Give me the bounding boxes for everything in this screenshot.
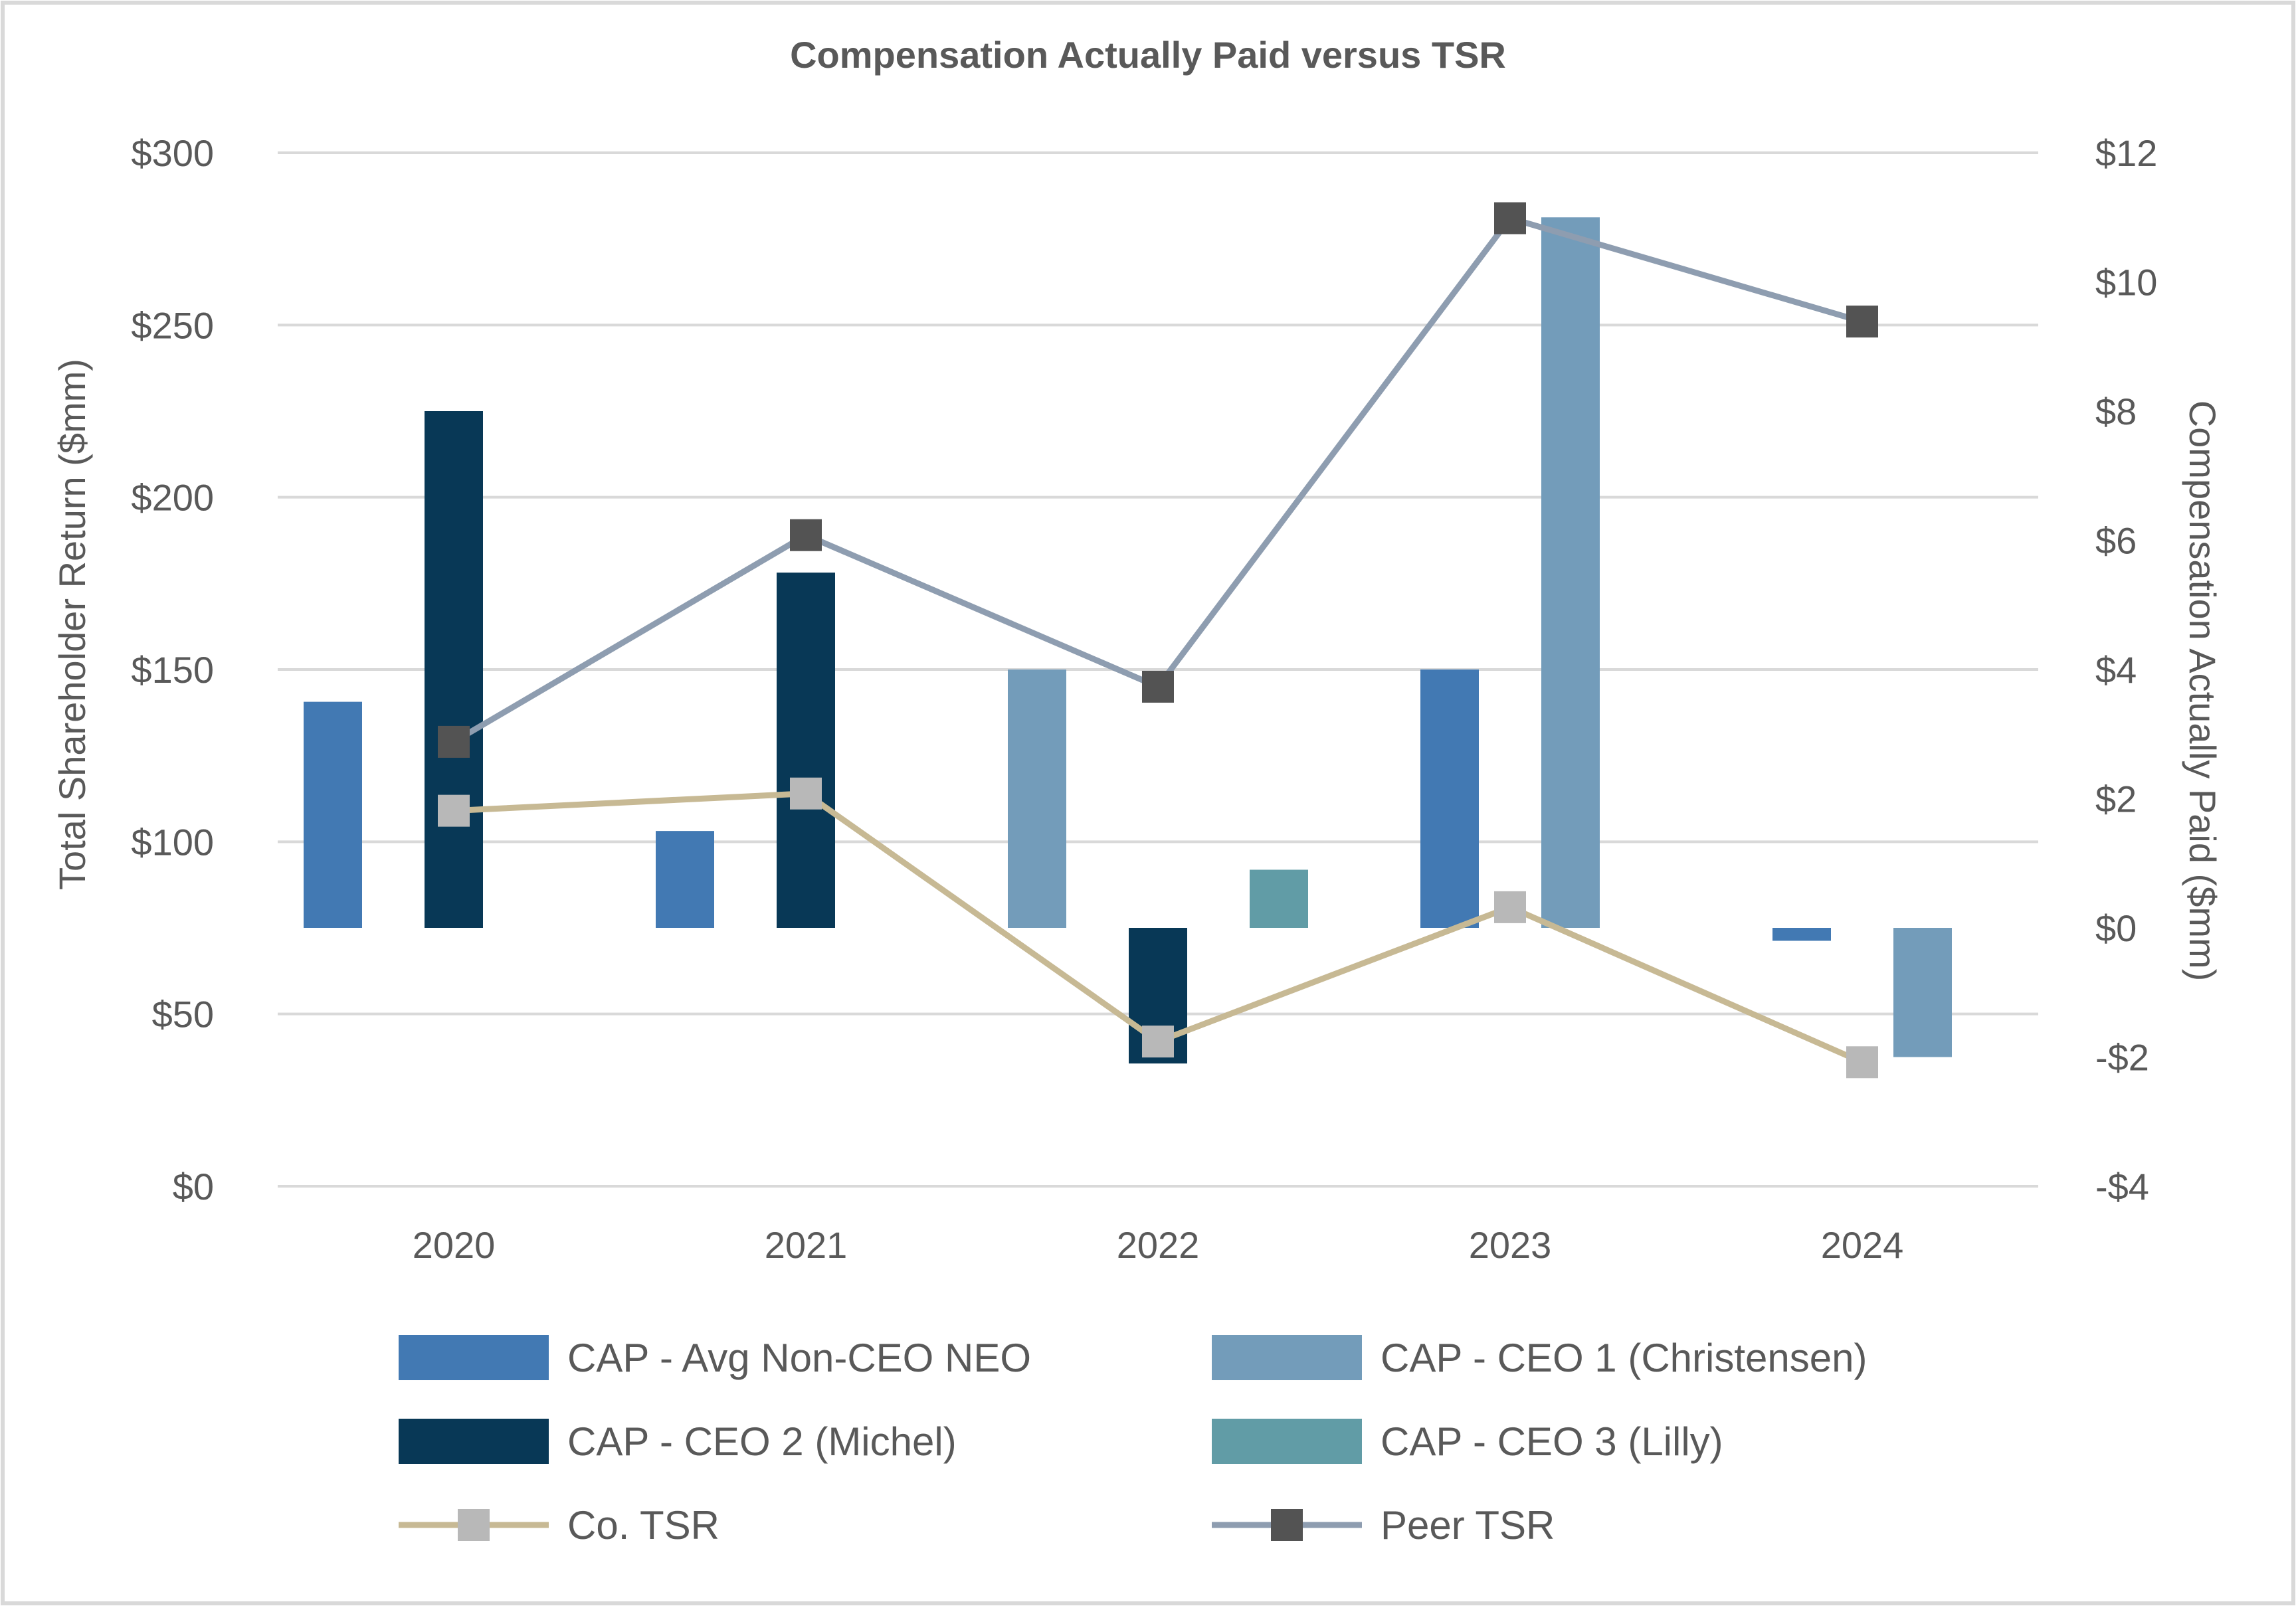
legend-label: CAP - CEO 1 (Christensen) — [1381, 1336, 1867, 1380]
x-tick-label: 2022 — [1117, 1224, 1200, 1266]
legend-label: Peer TSR — [1381, 1503, 1555, 1548]
co-tsr-marker — [790, 777, 822, 810]
legend-marker-peer-tsr — [1271, 1509, 1303, 1541]
x-tick-label: 2024 — [1821, 1224, 1904, 1266]
legend-swatch-cap-ceo-3-lilly — [1212, 1419, 1362, 1464]
left-tick-label: $250 — [131, 304, 214, 346]
peer-tsr-marker — [438, 725, 470, 758]
bar-cap-avg-non-ceo-neo — [656, 831, 714, 928]
bar-cap-ceo-3-lilly — [1250, 869, 1308, 928]
right-tick-label: -$4 — [2095, 1166, 2149, 1207]
gridlines — [278, 151, 2038, 1188]
right-tick-label: $4 — [2095, 649, 2137, 691]
bar-cap-ceo-2-michel — [425, 411, 483, 928]
chart-title: Compensation Actually Paid versus TSR — [790, 34, 1506, 76]
legend-swatch-cap-ceo-1-christensen — [1212, 1335, 1362, 1380]
legend-label: Co. TSR — [567, 1503, 719, 1548]
legend-swatch-cap-avg-non-ceo-neo — [399, 1335, 549, 1380]
x-tick-label: 2020 — [413, 1224, 496, 1266]
x-tick-label: 2021 — [765, 1224, 848, 1266]
peer-tsr-marker — [1494, 202, 1526, 234]
right-tick-label: $12 — [2095, 132, 2157, 174]
bar-cap-ceo-2-michel — [777, 573, 835, 928]
legend: CAP - Avg Non-CEO NEO CAP - CEO 1 (Christ… — [399, 1335, 1867, 1548]
bar-cap-ceo-1-christensen — [1008, 669, 1066, 928]
peer-tsr-marker — [1846, 306, 1878, 338]
right-tick-label: -$2 — [2095, 1037, 2149, 1079]
right-axis-title: Compensation Actually Paid ($mm) — [2182, 401, 2224, 982]
right-tick-label: $6 — [2095, 520, 2137, 562]
bar-cap-ceo-1-christensen — [1893, 928, 1952, 1057]
right-tick-label: $0 — [2095, 907, 2137, 949]
legend-marker-co-tsr — [458, 1509, 490, 1541]
left-tick-label: $200 — [131, 477, 214, 519]
x-tick-label: 2023 — [1469, 1224, 1552, 1266]
bar-cap-ceo-1-christensen — [1541, 217, 1600, 928]
bar-cap-avg-non-ceo-neo — [1420, 669, 1479, 928]
bar-cap-avg-non-ceo-neo — [1772, 928, 1831, 941]
legend-label: CAP - CEO 3 (Lilly) — [1381, 1419, 1723, 1464]
legend-label: CAP - CEO 2 (Michel) — [567, 1419, 957, 1464]
left-tick-label: $0 — [173, 1166, 214, 1207]
peer-tsr-marker — [1142, 670, 1174, 703]
co-tsr-marker — [438, 794, 470, 827]
co-tsr-marker — [1846, 1046, 1878, 1079]
markers — [438, 202, 1878, 1079]
tick-labels: $0 $50 $100 $150 $200 $250 $300 -$4 -$2 $0 $2 $4 $6 $… — [131, 132, 2157, 1266]
peer-tsr-marker — [790, 519, 822, 551]
left-tick-label: $300 — [131, 132, 214, 174]
left-tick-label: $100 — [131, 821, 214, 863]
legend-swatch-cap-ceo-2-michel — [399, 1419, 549, 1464]
left-tick-label: $50 — [152, 994, 214, 1035]
legend-label: CAP - Avg Non-CEO NEO — [567, 1336, 1031, 1380]
co-tsr-marker — [1494, 891, 1526, 923]
right-tick-label: $8 — [2095, 391, 2137, 432]
right-tick-label: $2 — [2095, 778, 2137, 820]
left-tick-label: $150 — [131, 649, 214, 691]
right-tick-label: $10 — [2095, 262, 2157, 304]
co-tsr-marker — [1142, 1026, 1174, 1058]
left-axis-title: Total Shareholder Return ($mm) — [51, 359, 93, 890]
bar-cap-avg-non-ceo-neo — [304, 701, 362, 928]
